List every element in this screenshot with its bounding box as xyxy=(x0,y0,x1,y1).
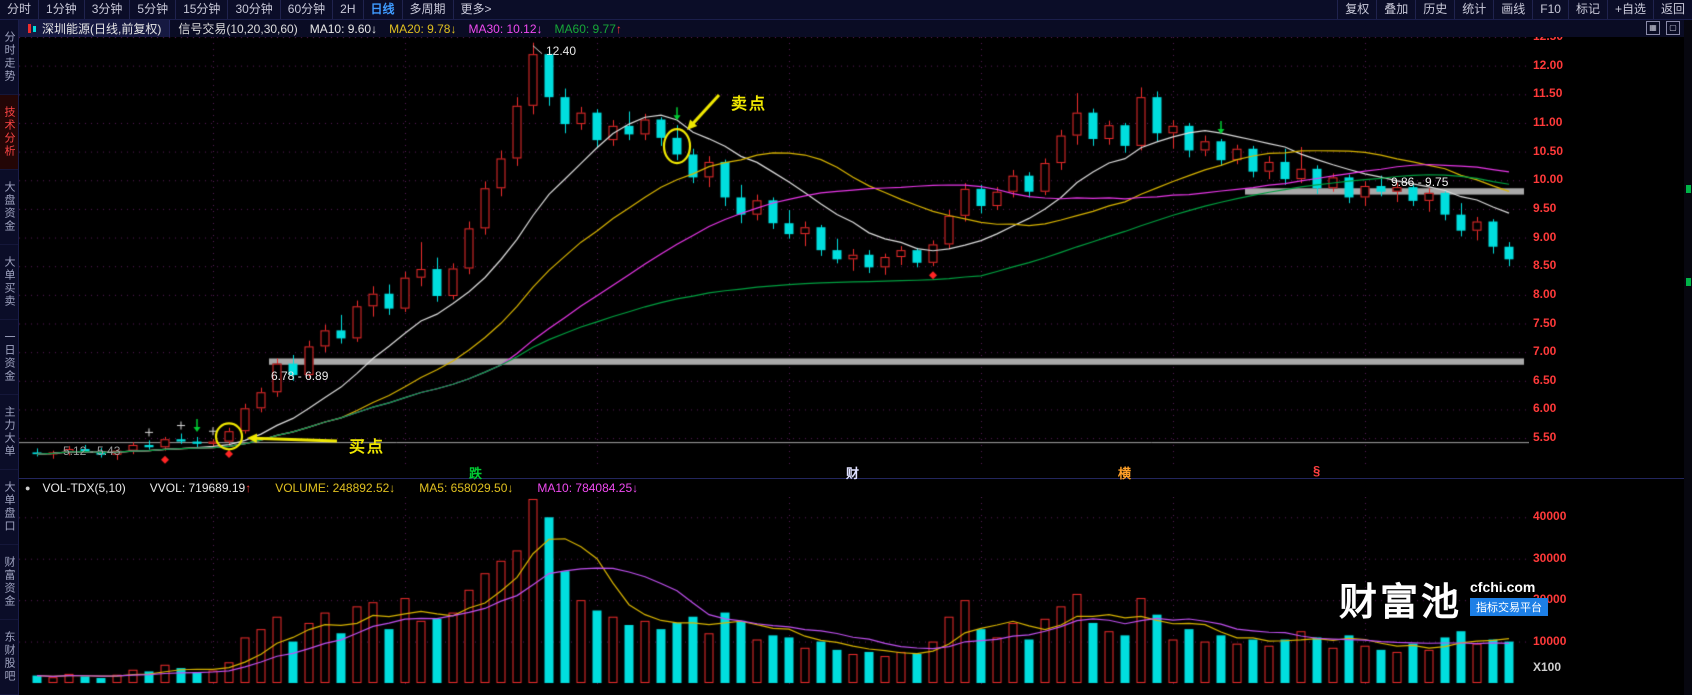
top-toolbar: 分时 1分钟 3分钟 5分钟 15分钟 30分钟 60分钟 2H 日线 多周期 更多> 复权 叠加 历史… xyxy=(0,0,1692,20)
period-item-分时[interactable]: 分时 xyxy=(0,0,40,19)
header-icons: ▦ ▢ xyxy=(1646,21,1680,35)
volume-value-labels: VVOL: 719689.19↑ VOLUME: 248892.52↓ MA5: 6… xyxy=(138,481,638,495)
value-label: MA5: 658029.50↓ xyxy=(419,481,514,495)
price-tick-7: 7.00 xyxy=(1533,344,1557,359)
price-tick-6.5: 6.50 xyxy=(1533,372,1557,387)
price-tick-8: 8.00 xyxy=(1533,286,1557,301)
symbol-title: 深圳能源(日线,前复权) xyxy=(42,22,162,36)
chart-header: 深圳能源(日线,前复权) 信号交易(10,20,30,60) MA10: 9.6… xyxy=(19,20,1692,37)
volume-header: ● VOL-TDX(5,10) VVOL: 719689.19↑ VOLUME: … xyxy=(25,480,638,496)
period-menu: 分时 1分钟 3分钟 5分钟 15分钟 30分钟 60分钟 2H 日线 多周期 更多> xyxy=(0,0,499,19)
watermark-title: 财富池 xyxy=(1339,582,1463,624)
period-item-更多>[interactable]: 更多> xyxy=(460,2,492,16)
sidebar-item-大单买卖[interactable]: 大单买卖 xyxy=(0,245,18,320)
band-range-label-2: 9.86 - 9.75 xyxy=(1391,175,1449,189)
period-item-15分钟[interactable]: 15分钟 xyxy=(176,0,229,19)
tool-item-返回[interactable]: 返回 xyxy=(1652,0,1692,19)
period-item-日线[interactable]: 日线 xyxy=(364,0,403,19)
event-marker-横[interactable]: 横 xyxy=(1118,466,1132,481)
kline-icon xyxy=(27,23,37,34)
event-marker-§[interactable]: § xyxy=(1313,463,1321,478)
tool-item-历史[interactable]: 历史 xyxy=(1415,0,1454,19)
vol-tick-40000: 40000 xyxy=(1533,509,1567,524)
sidebar-item-大盘资金[interactable]: 大盘资金 xyxy=(0,170,18,245)
value-label: MA20: 9.78↓ xyxy=(389,21,457,36)
value-label: VVOL: 719689.19↑ xyxy=(149,481,252,495)
period-item-30分钟[interactable]: 30分钟 xyxy=(228,0,281,19)
buy-point-label: 买点 xyxy=(349,439,386,456)
price-tick-11.5: 11.50 xyxy=(1533,86,1563,101)
single-panel-icon[interactable]: ▢ xyxy=(1666,21,1680,35)
sidebar-item-技术分析[interactable]: 技术分析 xyxy=(0,95,18,170)
vol-unit-label: X100 xyxy=(1533,660,1562,674)
sidebar-item-东财股吧[interactable]: 东财股吧 xyxy=(0,620,18,695)
scrollbar-mark xyxy=(1686,278,1691,286)
tool-item-F10[interactable]: F10 xyxy=(1532,0,1568,19)
vol-tick-30000: 30000 xyxy=(1533,550,1567,565)
watermark: 财富池 cfchi.com 指标交易平台 xyxy=(1339,571,1549,626)
period-item-3分钟[interactable]: 3分钟 xyxy=(85,0,131,19)
sidebar-item-一日资金[interactable]: 一日资金 xyxy=(0,320,18,395)
left-sidebar: 分时走势 技术分析 大盘资金 大单买卖 一日资金 主力大单 大单盘口 财富资金 东财股吧 xyxy=(0,20,19,695)
price-tick-5.5: 5.50 xyxy=(1533,430,1557,445)
base-range-label: 5.12 - 5.43 xyxy=(63,444,121,458)
band-range-label-1: 6.78 - 6.89 xyxy=(271,369,329,383)
period-item-多周期[interactable]: 多周期 xyxy=(403,0,454,19)
tool-item-标记[interactable]: 标记 xyxy=(1567,0,1607,19)
price-tick-8.5: 8.50 xyxy=(1533,258,1557,273)
sidebar-item-主力大单[interactable]: 主力大单 xyxy=(0,395,18,470)
sidebar-item-财富资金[interactable]: 财富资金 xyxy=(0,545,18,620)
sidebar-item-大单盘口[interactable]: 大单盘口 xyxy=(0,470,18,545)
event-marker-跌[interactable]: 跌 xyxy=(469,466,483,481)
vol-tick-10000: 10000 xyxy=(1533,633,1567,648)
price-tick-6: 6.00 xyxy=(1533,401,1557,416)
multi-panel-icon[interactable]: ▦ xyxy=(1646,21,1660,35)
price-tick-7.5: 7.50 xyxy=(1533,315,1557,330)
value-label: MA60: 9.77↑ xyxy=(554,21,622,36)
volume-indicator-name[interactable]: VOL-TDX(5,10) xyxy=(42,481,126,495)
chart-stage: 深圳能源(日线,前复权) 信号交易(10,20,30,60) MA10: 9.6… xyxy=(19,20,1692,695)
price-tick-12: 12.00 xyxy=(1533,57,1564,72)
event-marker-财[interactable]: 财 xyxy=(846,466,860,481)
sidebar-item-分时走势[interactable]: 分时走势 xyxy=(0,20,18,95)
price-tick-11: 11.00 xyxy=(1533,114,1563,129)
tool-item-复权[interactable]: 复权 xyxy=(1337,0,1376,19)
sell-point-label: 卖点 xyxy=(731,96,768,113)
scrollbar-mark xyxy=(1686,185,1691,193)
price-tick-10: 10.00 xyxy=(1533,172,1564,187)
price-tick-9: 9.00 xyxy=(1533,229,1557,244)
price-tick-9.5: 9.50 xyxy=(1533,200,1557,215)
panel-divider xyxy=(19,478,1692,479)
watermark-domain: cfchi.com xyxy=(1470,579,1536,595)
symbol-tab[interactable]: 深圳能源(日线,前复权) xyxy=(19,20,171,37)
ma-value-labels: MA10: 9.60↓ MA20: 9.78↓ MA30: 10.12↓ MA60: … xyxy=(298,22,622,36)
period-item-2H[interactable]: 2H xyxy=(333,0,364,19)
period-item-1分钟[interactable]: 1分钟 xyxy=(39,0,85,19)
tool-item-统计[interactable]: 统计 xyxy=(1454,0,1493,19)
tool-item-+自选[interactable]: +自选 xyxy=(1606,0,1653,19)
volume-chart-canvas[interactable] xyxy=(19,497,1529,687)
tool-item-叠加[interactable]: 叠加 xyxy=(1376,0,1415,19)
period-item-60分钟[interactable]: 60分钟 xyxy=(281,0,334,19)
right-scrollbar[interactable] xyxy=(1684,20,1692,695)
value-label: VOLUME: 248892.52↓ xyxy=(275,481,396,495)
value-label: MA10: 784084.25↓ xyxy=(537,481,639,495)
indicator-dot-icon: ● xyxy=(25,483,31,493)
tool-item-画线[interactable]: 画线 xyxy=(1493,0,1532,19)
tools-menu: 复权 叠加 历史 统计 画线 F10 标记 +自选 返回 xyxy=(1337,0,1692,19)
price-tick-10.5: 10.50 xyxy=(1533,143,1564,158)
indicator-name[interactable]: 信号交易(10,20,30,60) xyxy=(178,22,298,36)
peak-price-label: 12.40 xyxy=(546,44,577,58)
value-label: MA10: 9.60↓ xyxy=(309,21,378,36)
watermark-tagline: 指标交易平台 xyxy=(1470,598,1549,616)
period-item-5分钟[interactable]: 5分钟 xyxy=(130,0,177,19)
price-chart-canvas[interactable] xyxy=(19,37,1529,467)
value-label: MA30: 10.12↓ xyxy=(468,21,543,36)
